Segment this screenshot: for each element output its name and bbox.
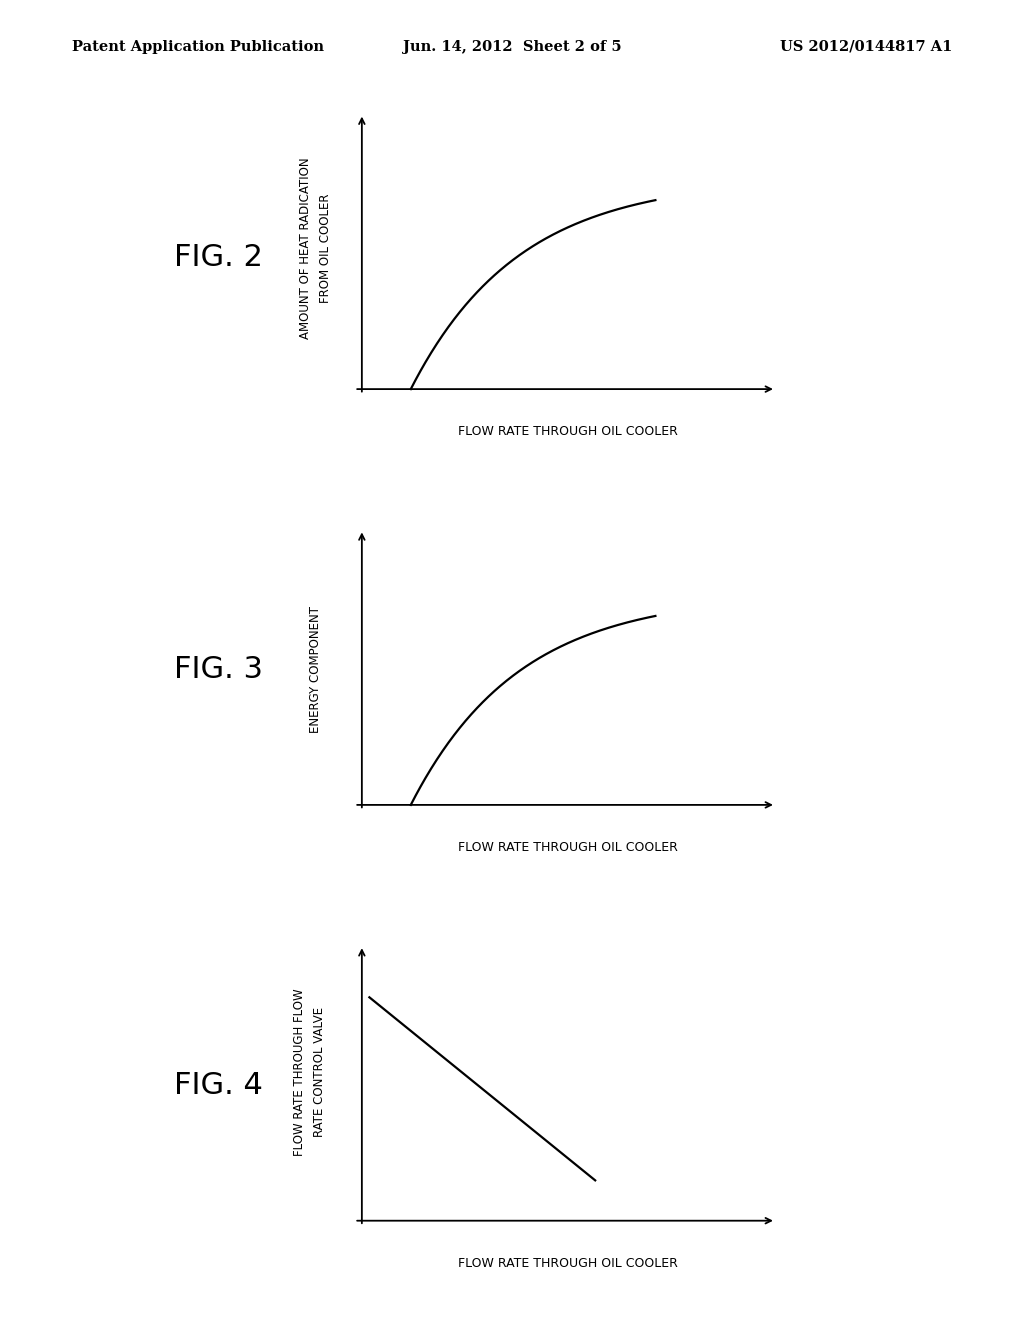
Text: FLOW RATE THROUGH OIL COOLER: FLOW RATE THROUGH OIL COOLER — [459, 425, 678, 438]
Text: Patent Application Publication: Patent Application Publication — [72, 40, 324, 54]
Text: FIG. 2: FIG. 2 — [174, 243, 263, 272]
Text: FLOW RATE THROUGH OIL COOLER: FLOW RATE THROUGH OIL COOLER — [459, 841, 678, 854]
Text: FROM OIL COOLER: FROM OIL COOLER — [319, 194, 332, 302]
Text: FLOW RATE THROUGH OIL COOLER: FLOW RATE THROUGH OIL COOLER — [459, 1257, 678, 1270]
Text: AMOUNT OF HEAT RADICATION: AMOUNT OF HEAT RADICATION — [299, 157, 311, 339]
Text: FIG. 4: FIG. 4 — [174, 1071, 263, 1100]
Text: FLOW RATE THROUGH FLOW: FLOW RATE THROUGH FLOW — [293, 989, 305, 1155]
Text: ENERGY COMPONENT: ENERGY COMPONENT — [309, 606, 322, 733]
Text: Jun. 14, 2012  Sheet 2 of 5: Jun. 14, 2012 Sheet 2 of 5 — [402, 40, 622, 54]
Text: RATE CONTROL VALVE: RATE CONTROL VALVE — [313, 1007, 326, 1137]
Text: US 2012/0144817 A1: US 2012/0144817 A1 — [780, 40, 952, 54]
Text: FIG. 3: FIG. 3 — [174, 655, 263, 684]
